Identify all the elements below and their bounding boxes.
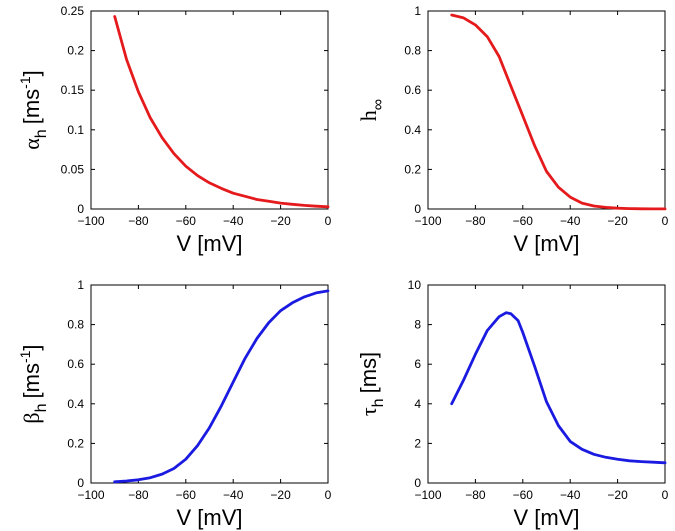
y-tick-label: 0.2 <box>67 44 84 58</box>
y-axis-label: h∞ <box>356 99 387 121</box>
series-line-h_inf <box>450 13 667 211</box>
y-tick-label: 0.8 <box>404 44 421 58</box>
y-label-symbol: β <box>19 412 44 423</box>
subplot-h_inf: −100 −80 −60 −40 −20 0 0 0.2 0.4 0.6 0.8 1 V [mV] h∞ <box>356 4 669 256</box>
series-line-beta_h <box>113 289 330 484</box>
y-label-subscript: h <box>33 129 50 138</box>
subplot-alpha_h: −100 −80 −60 −40 −20 0 0 0.05 0.1 0.15 0.2 0.25 V [m… <box>17 4 332 256</box>
y-label-unit: [ms <box>19 363 44 398</box>
x-tick-label: 0 <box>325 488 332 502</box>
x-tick-label: −100 <box>77 488 104 502</box>
x-tick-label: 0 <box>662 488 669 502</box>
y-label-subscript: h <box>370 398 387 407</box>
x-tick-label: −80 <box>128 488 149 502</box>
x-tick-label: −100 <box>414 488 441 502</box>
x-axis-label: V [mV] <box>513 231 579 256</box>
x-tick-label: −20 <box>270 488 291 502</box>
series-line-tau_h <box>450 311 667 465</box>
y-tick-label: 0.8 <box>67 318 84 332</box>
x-tick-label: −60 <box>176 488 197 502</box>
x-tick-label: −60 <box>513 488 534 502</box>
y-tick-label: 0 <box>77 476 84 490</box>
y-label-subscript: h <box>33 403 50 412</box>
axes-frame <box>427 284 666 484</box>
y-tick-label: 0 <box>414 202 421 216</box>
x-tick-label: −80 <box>128 214 149 228</box>
subplot-beta_h: −100 −80 −60 −40 −20 0 0 0.2 0.4 0.6 0.8 1 V [mV] βh [… <box>17 278 332 530</box>
y-tick-label: 0.15 <box>61 83 85 97</box>
axes-frame <box>90 10 329 210</box>
x-tick-label: −20 <box>270 214 291 228</box>
y-tick-label: 0.2 <box>404 162 421 176</box>
y-tick-label: 0 <box>77 202 84 216</box>
y-tick-label: 4 <box>414 397 421 411</box>
y-tick-label: 0.4 <box>404 123 421 137</box>
y-axis-label: αh [ms-1] <box>17 70 50 149</box>
y-label-symbol: α <box>19 138 44 150</box>
x-tick-label: 0 <box>662 214 669 228</box>
x-tick-label: −60 <box>513 214 534 228</box>
x-tick-label: −40 <box>560 488 581 502</box>
x-tick-label: −100 <box>77 214 104 228</box>
y-label-superscript: -1 <box>17 350 33 363</box>
y-label-close-bracket: ] <box>19 70 44 76</box>
x-tick-label: −20 <box>607 214 628 228</box>
y-tick-label: 0.05 <box>61 162 85 176</box>
y-label-close-bracket: ] <box>19 344 44 350</box>
y-tick-label: 0.25 <box>61 4 85 18</box>
y-tick-label: 1 <box>77 278 84 292</box>
x-axis-label: V [mV] <box>176 505 242 530</box>
axes-frame <box>90 284 329 484</box>
x-tick-label: −80 <box>465 488 486 502</box>
y-label-unit: [ms <box>19 89 44 124</box>
y-tick-label: 0.1 <box>67 123 84 137</box>
y-axis-label: τh [ms] <box>356 352 387 416</box>
x-tick-label: −40 <box>560 214 581 228</box>
y-label-symbol: h <box>356 110 381 121</box>
x-tick-label: 0 <box>325 214 332 228</box>
x-tick-label: −40 <box>223 488 244 502</box>
y-tick-label: 2 <box>414 436 421 450</box>
y-tick-label: 6 <box>414 357 421 371</box>
x-tick-label: −100 <box>414 214 441 228</box>
y-tick-label: 0.2 <box>67 436 84 450</box>
x-tick-label: −80 <box>465 214 486 228</box>
y-label-unit: [ms] <box>356 352 381 394</box>
subplot-tau_h: −100 −80 −60 −40 −20 0 0 2 4 6 8 10 V [mV] τh [ms] <box>356 278 669 530</box>
x-axis-label: V [mV] <box>176 231 242 256</box>
y-axis-label: βh [ms-1] <box>17 344 50 423</box>
x-tick-label: −60 <box>176 214 197 228</box>
y-tick-label: 10 <box>408 278 422 292</box>
y-tick-label: 0.6 <box>67 357 84 371</box>
y-label-superscript: -1 <box>17 76 33 89</box>
y-label-subscript: ∞ <box>370 99 387 110</box>
y-tick-label: 8 <box>414 318 421 332</box>
y-label-symbol: τ <box>356 407 381 416</box>
y-tick-label: 0 <box>414 476 421 490</box>
y-tick-label: 0.4 <box>67 397 84 411</box>
y-tick-label: 1 <box>414 4 421 18</box>
axes-frame <box>427 10 666 210</box>
x-tick-label: −40 <box>223 214 244 228</box>
series-line-alpha_h <box>113 15 330 209</box>
x-tick-label: −20 <box>607 488 628 502</box>
y-tick-label: 0.6 <box>404 83 421 97</box>
x-axis-label: V [mV] <box>513 505 579 530</box>
